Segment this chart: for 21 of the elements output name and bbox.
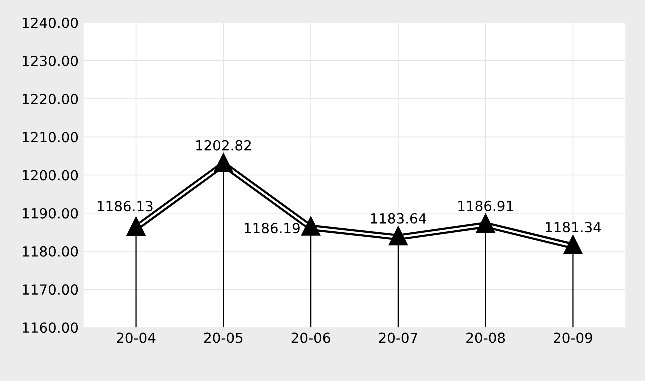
x-tick-label: 20-09	[554, 332, 592, 344]
data-label: 1183.64	[371, 213, 426, 224]
x-tick-label: 20-04	[117, 332, 156, 344]
data-label: 1186.19	[244, 223, 300, 234]
data-label: 1186.91	[458, 200, 514, 212]
y-tick-label: 1180.00	[23, 246, 78, 257]
y-tick-label: 1240.00	[23, 18, 78, 28]
y-tick-label: 1200.00	[23, 170, 78, 181]
y-tick-label: 1230.00	[23, 56, 78, 66]
y-tick-label: 1210.00	[23, 132, 78, 143]
y-tick-label: 1220.00	[23, 94, 78, 105]
x-tick-label: 20-08	[466, 332, 506, 344]
data-label: 1186.13	[98, 201, 153, 212]
y-tick-label: 1190.00	[23, 208, 78, 219]
y-tick-label: 1160.00	[23, 322, 78, 334]
y-tick-label: 1170.00	[23, 284, 78, 296]
data-label: 1181.34	[546, 222, 602, 233]
x-tick-label: 20-06	[292, 332, 330, 344]
x-tick-label: 20-05	[204, 332, 243, 344]
data-label: 1202.82	[196, 140, 251, 151]
x-tick-label: 20-07	[379, 332, 418, 344]
